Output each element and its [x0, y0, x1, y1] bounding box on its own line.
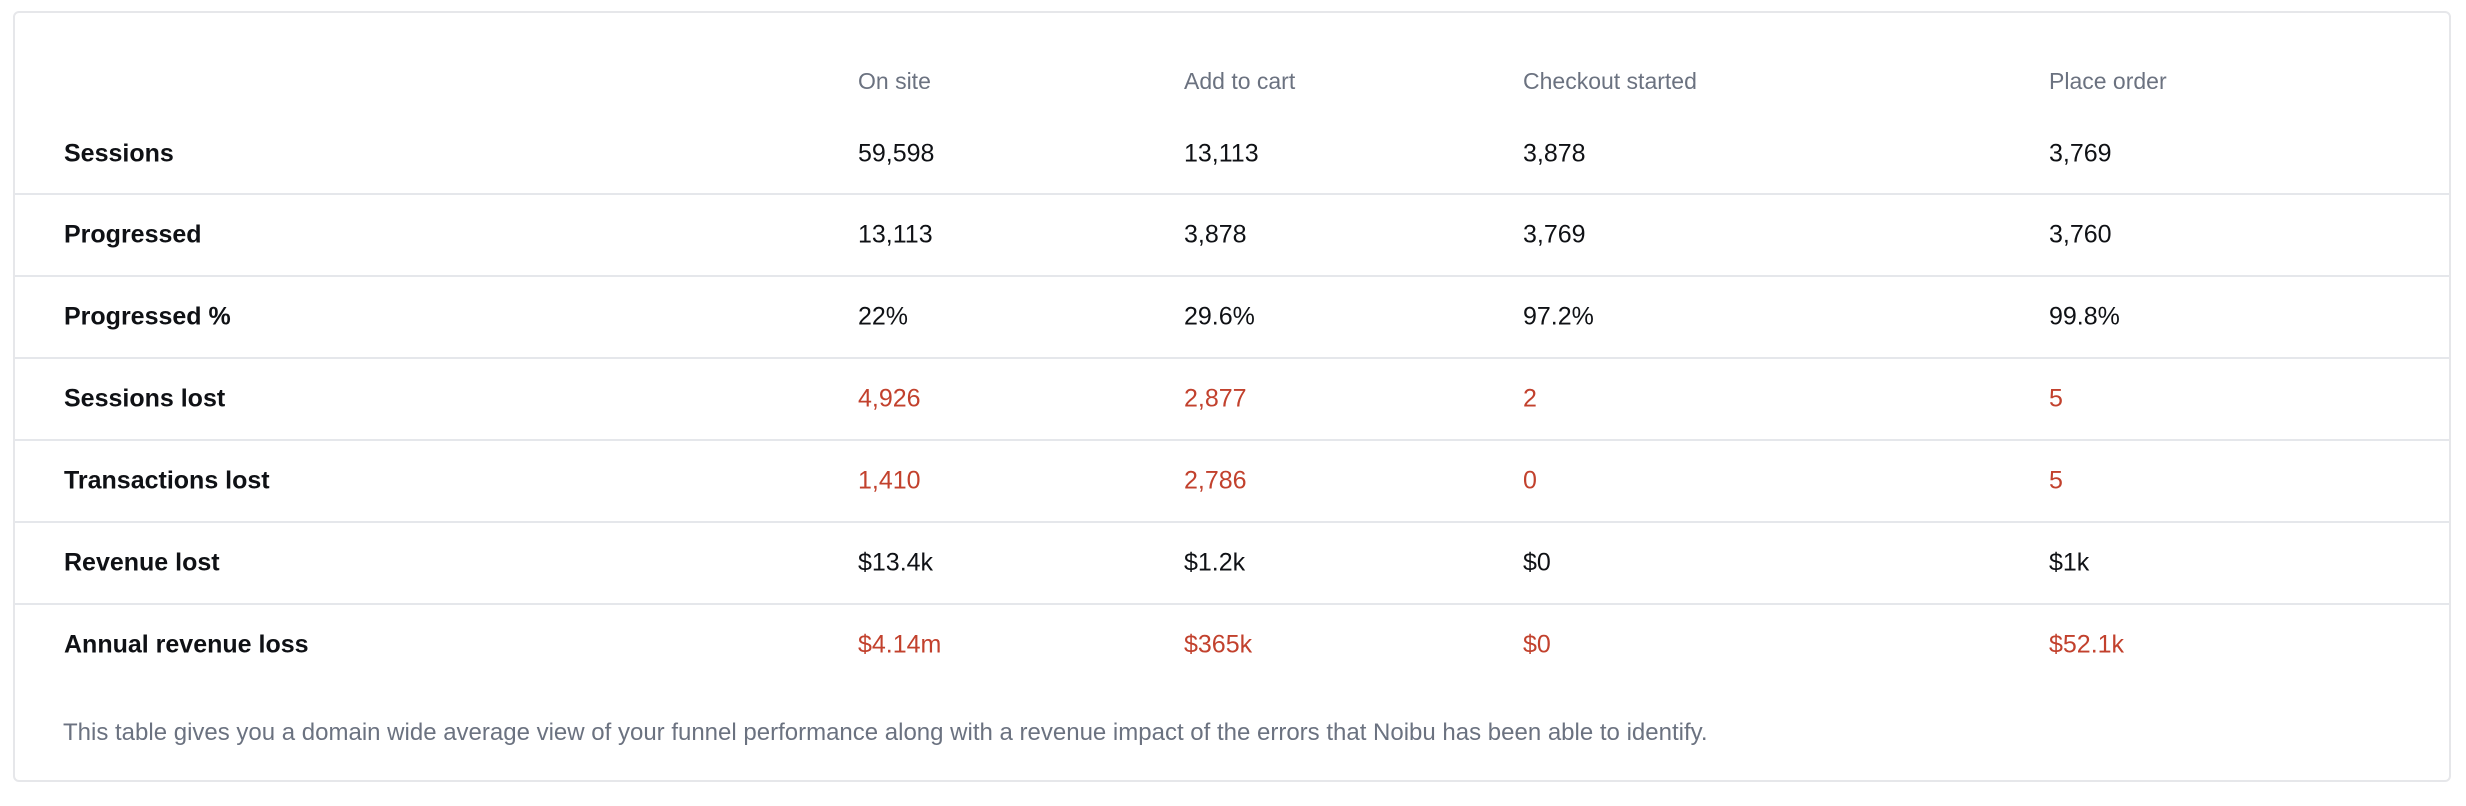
table-cell: 3,760 — [2049, 220, 2112, 249]
table-row-transactions-lost: Transactions lost 1,410 2,786 0 5 — [15, 439, 2449, 521]
funnel-table-card: On site Add to cart Checkout started Pla… — [13, 11, 2451, 782]
table-row-revenue-lost: Revenue lost $13.4k $1.2k $0 $1k — [15, 521, 2449, 603]
table-cell: 2,786 — [1184, 466, 1247, 495]
table-cell: 3,878 — [1523, 139, 1586, 168]
table-cell: $0 — [1523, 630, 1551, 659]
table-cell: $0 — [1523, 548, 1551, 577]
table-cell: 3,769 — [2049, 139, 2112, 168]
table-cell: $13.4k — [858, 548, 934, 577]
table-row-progressed: Progressed 13,113 3,878 3,769 3,760 — [15, 193, 2449, 275]
table-cell: 5 — [2049, 384, 2063, 413]
table-header: On site Add to cart Checkout started Pla… — [15, 13, 2449, 131]
table-cell: 99.8% — [2049, 302, 2120, 331]
table-cell: 5 — [2049, 466, 2063, 495]
table-cell: 29.6% — [1184, 302, 1255, 331]
row-label: Progressed % — [64, 302, 231, 331]
table-cell: 2 — [1523, 384, 1537, 413]
table-cell: 1,410 — [858, 466, 921, 495]
table-cell: 2,877 — [1184, 384, 1247, 413]
table-row-annual-revenue-loss: Annual revenue loss $4.14m $365k $0 $52.… — [15, 603, 2449, 685]
column-header-place-order: Place order — [2049, 68, 2167, 94]
table-row-sessions: Sessions 59,598 13,113 3,878 3,769 — [15, 113, 2449, 195]
table-cell: $1k — [2049, 548, 2090, 577]
row-label: Annual revenue loss — [64, 630, 309, 659]
table-cell: $52.1k — [2049, 630, 2125, 659]
table-cell: $1.2k — [1184, 548, 1246, 577]
column-header-checkout-started: Checkout started — [1523, 68, 1697, 94]
table-footnote: This table gives you a domain wide avera… — [63, 719, 1708, 746]
table-cell: 3,878 — [1184, 220, 1247, 249]
row-label: Transactions lost — [64, 466, 270, 495]
row-label: Sessions — [64, 139, 174, 168]
column-header-on-site: On site — [858, 68, 931, 94]
table-cell: 13,113 — [858, 220, 933, 249]
table-cell: 13,113 — [1184, 139, 1259, 168]
row-label: Progressed — [64, 220, 202, 249]
row-label: Revenue lost — [64, 548, 220, 577]
table-row-sessions-lost: Sessions lost 4,926 2,877 2 5 — [15, 357, 2449, 439]
table-cell: 4,926 — [858, 384, 921, 413]
table-cell: 59,598 — [858, 139, 935, 168]
table-cell: 0 — [1523, 466, 1537, 495]
table-row-progressed-percent: Progressed % 22% 29.6% 97.2% 99.8% — [15, 275, 2449, 357]
table-cell: $365k — [1184, 630, 1253, 659]
column-header-add-to-cart: Add to cart — [1184, 68, 1296, 94]
row-label: Sessions lost — [64, 384, 226, 413]
table-cell: 97.2% — [1523, 302, 1594, 331]
table-cell: 3,769 — [1523, 220, 1586, 249]
table-cell: $4.14m — [858, 630, 942, 659]
table-cell: 22% — [858, 302, 909, 331]
